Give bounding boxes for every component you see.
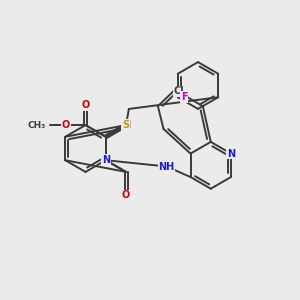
Text: NH: NH (158, 161, 175, 172)
Text: CH₃: CH₃ (28, 121, 46, 130)
Text: N: N (102, 155, 110, 165)
Text: N: N (122, 120, 130, 130)
Text: O: O (122, 190, 130, 200)
Text: O: O (61, 120, 70, 130)
Text: Cl: Cl (174, 86, 184, 96)
Text: O: O (81, 100, 90, 110)
Text: N: N (227, 148, 235, 159)
Text: S: S (122, 120, 130, 130)
Text: F: F (181, 92, 188, 102)
